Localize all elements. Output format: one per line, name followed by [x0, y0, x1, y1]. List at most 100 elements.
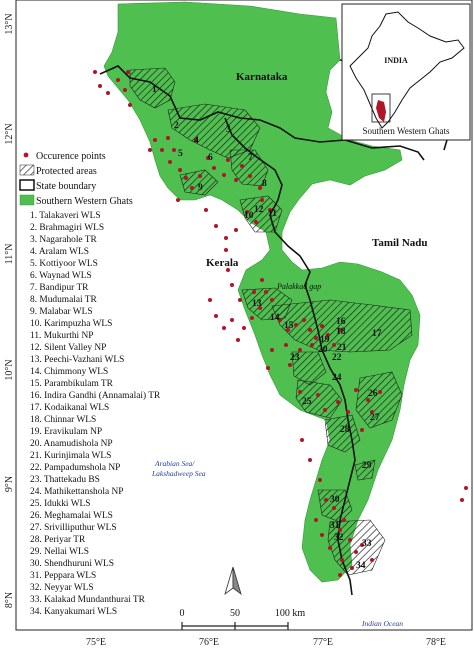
pa-list-item-19: 19. Eravikulam NP: [30, 427, 102, 437]
pa-list-item-6: 6. Waynad WLS: [30, 271, 92, 281]
lon-label-77: 77°E: [313, 637, 333, 648]
pa-label-33: 33: [362, 539, 372, 549]
pa-label-9: 9: [198, 183, 203, 193]
pa-list-item-28: 28. Periyar TR: [30, 535, 86, 545]
pa-list-item-3: 3. Nagarahole TR: [30, 235, 97, 245]
pa-list-item-9: 9. Malabar WLS: [30, 307, 93, 317]
pa-list-item-7: 7. Bandipur TR: [30, 283, 89, 293]
pa-label-21: 21: [337, 343, 347, 353]
sea-label-arabian-line1: Arabian Sea/: [154, 459, 195, 468]
pa-label-10: 10: [244, 211, 254, 221]
pa-list-item-25: 25. Idukki WLS: [30, 499, 91, 509]
legend-label-protected: Protected areas: [36, 166, 97, 177]
pa-list-item-34: 34. Kanyakumari WLS: [30, 607, 117, 617]
legend-label-western-ghats: Southern Western Ghats: [36, 196, 133, 207]
inset-extent-box: [371, 93, 391, 123]
pa-list-item-29: 29. Nellai WLS: [30, 547, 89, 557]
pa-label-4: 4: [194, 136, 199, 146]
legend-outline-symbol: [19, 179, 35, 191]
pa-list-item-15: 15. Parambikulam TR: [30, 379, 114, 389]
protected-areas: [129, 67, 413, 576]
pa-label-23: 23: [290, 353, 300, 363]
sea-label-indian-ocean: Indian Ocean: [361, 619, 403, 628]
pa-list-item-11: 11. Mukurthi NP: [30, 331, 93, 341]
pa-list-item-20: 20. Anamudishola NP: [30, 439, 113, 449]
pa-list-item-33: 33. Kalakad Mundanthurai TR: [30, 595, 146, 605]
pa-list-item-21: 21. Kurinjimala WLS: [30, 451, 111, 461]
scale-tick-100: 100 km: [275, 608, 306, 619]
pa-label-15: 15: [284, 321, 294, 331]
pa-label-17: 17: [372, 329, 382, 339]
state-label-tamil-nadu: Tamil Nadu: [372, 237, 428, 249]
pa-label-30: 30: [330, 495, 340, 505]
inset-region-highlight: [376, 100, 386, 122]
pa-list-item-30: 30. Shendhuruni WLS: [30, 559, 114, 569]
pa-list-item-10: 10. Karimpuzha WLS: [30, 319, 112, 329]
pa-label-34: 34: [356, 561, 366, 571]
pa-list-item-17: 17. Kodaikanal WLS: [30, 403, 109, 413]
state-label-karnataka: Karnataka: [236, 71, 288, 83]
lon-label-76: 76°E: [199, 637, 219, 648]
legend-green-symbol: [19, 194, 35, 206]
lat-label-8: 8°N: [4, 592, 15, 608]
pa-label-19: 19: [320, 335, 330, 345]
pa-label-12: 12: [254, 205, 264, 215]
legend-label-occurrence: Occurence points: [36, 151, 106, 162]
protected-area-list: 1. Talakaveri WLS 2. Brahmagiri WLS 3. N…: [30, 211, 161, 617]
pa-label-28: 28: [340, 425, 350, 435]
pa-label-3: 3: [226, 125, 231, 135]
pa-list-item-24: 24. Mathikettanshola NP: [30, 487, 123, 497]
pa-label-14: 14: [270, 313, 280, 323]
india-outline: [349, 11, 465, 129]
lon-label-78: 78°E: [426, 637, 446, 648]
lon-label-75: 75°E: [86, 637, 106, 648]
pa-list-item-1: 1. Talakaveri WLS: [30, 211, 101, 221]
pa-list-item-31: 31. Peppara WLS: [30, 571, 96, 581]
pa-label-29: 29: [362, 461, 372, 471]
legend-hatch-symbol: [19, 164, 35, 176]
lat-label-9: 9°N: [4, 476, 15, 492]
lat-label-12: 12°N: [4, 123, 15, 144]
pa-list-item-13: 13. Peechi-Vazhani WLS: [30, 355, 124, 365]
pa-label-8: 8: [262, 179, 267, 189]
pa-label-13: 13: [252, 299, 262, 309]
pa-list-item-8: 8. Mudumalai TR: [30, 295, 97, 305]
pa-label-20: 20: [318, 345, 328, 355]
lat-label-10: 10°N: [4, 359, 15, 380]
palakkad-gap-label: Palakkad gap: [276, 282, 321, 291]
longitude-labels: 75°E 76°E 77°E 78°E: [86, 637, 446, 648]
pa-label-7: 7: [248, 153, 253, 163]
latitude-labels: 13°N 12°N 11°N 10°N 9°N 8°N: [4, 13, 15, 608]
scale-tick-0: 0: [180, 608, 185, 619]
pa-label-6: 6: [208, 153, 213, 163]
pa-list-item-14: 14. Chimmony WLS: [30, 367, 108, 377]
legend-label-state: State boundary: [36, 181, 96, 192]
pa-list-item-4: 4. Aralam WLS: [30, 247, 89, 257]
pa-label-5: 5: [178, 149, 183, 159]
scale-tick-50: 50: [230, 608, 240, 619]
pa-label-22: 22: [332, 353, 342, 363]
pa-label-25: 25: [302, 397, 312, 407]
pa-label-31: 31: [330, 521, 340, 531]
pa-list-item-27: 27. Srivilliputhur WLS: [30, 523, 117, 533]
inset-map: INDIA Southern Western Ghats: [341, 3, 471, 141]
pa-number-labels: 1 2 3 4 5 6 7 8 9 10 11 12 13 14 15 16 1…: [152, 85, 382, 571]
pa-label-16: 16: [336, 317, 346, 327]
pa-label-27: 27: [370, 413, 380, 423]
pa-label-11: 11: [268, 209, 277, 219]
pa-label-1: 1: [152, 85, 157, 95]
pa-label-24: 24: [332, 373, 342, 383]
lat-label-13: 13°N: [4, 13, 15, 34]
pa-label-18: 18: [336, 327, 346, 337]
pa-list-item-32: 32. Neyyar WLS: [30, 583, 94, 593]
pa-label-26: 26: [368, 389, 378, 399]
pa-list-item-5: 5. Kottiyoor WLS: [30, 259, 98, 269]
legend: Occurence points Protected areas State b…: [19, 151, 133, 207]
sea-label-arabian-line2: Lakshadweep Sea: [151, 469, 206, 478]
pa-list-item-12: 12. Silent Valley NP: [30, 343, 106, 353]
pa-list-item-26: 26. Meghamalai WLS: [30, 511, 113, 521]
pa-list-item-18: 18. Chinnar WLS: [30, 415, 96, 425]
pa-list-item-2: 2. Brahmagiri WLS: [30, 223, 104, 233]
pa-list-item-23: 23. Thattekadu BS: [30, 475, 100, 485]
